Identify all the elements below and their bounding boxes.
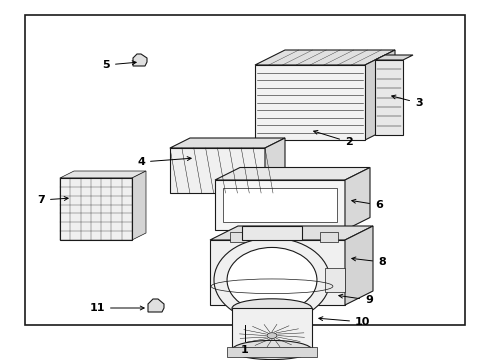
Bar [255, 65, 365, 140]
Ellipse shape [232, 299, 312, 318]
Bar [325, 268, 345, 292]
Polygon shape [132, 171, 146, 240]
Text: 11: 11 [90, 303, 144, 313]
Polygon shape [60, 171, 146, 178]
Polygon shape [255, 50, 395, 65]
Text: 7: 7 [37, 195, 68, 205]
Text: 1: 1 [241, 345, 249, 355]
Bar [227, 347, 317, 357]
Text: 10: 10 [319, 317, 370, 327]
Ellipse shape [267, 333, 277, 338]
Text: 2: 2 [314, 130, 353, 147]
Polygon shape [215, 167, 370, 180]
Bar [215, 180, 345, 230]
Ellipse shape [252, 257, 303, 290]
Polygon shape [365, 50, 395, 140]
Bar [232, 309, 312, 350]
Ellipse shape [232, 341, 312, 360]
Bar [25, 15, 465, 325]
Bar [320, 232, 338, 242]
Ellipse shape [214, 238, 330, 322]
Text: 5: 5 [102, 60, 136, 70]
Polygon shape [170, 138, 285, 148]
Bar [170, 148, 265, 193]
Polygon shape [133, 54, 147, 66]
Ellipse shape [241, 251, 315, 297]
Polygon shape [148, 299, 164, 312]
Bar [242, 226, 302, 240]
Bar [230, 232, 248, 242]
Bar [210, 240, 345, 305]
Polygon shape [345, 226, 373, 305]
Polygon shape [265, 138, 285, 193]
Text: 8: 8 [352, 257, 386, 267]
Text: 6: 6 [352, 199, 383, 210]
Ellipse shape [227, 247, 317, 312]
Polygon shape [375, 55, 413, 60]
Text: 9: 9 [339, 294, 373, 305]
Polygon shape [345, 167, 370, 230]
Polygon shape [210, 226, 373, 240]
Text: 3: 3 [392, 95, 422, 108]
Text: 4: 4 [137, 157, 191, 167]
Bar [60, 178, 132, 240]
Bar [375, 60, 403, 135]
Bar [223, 188, 337, 222]
